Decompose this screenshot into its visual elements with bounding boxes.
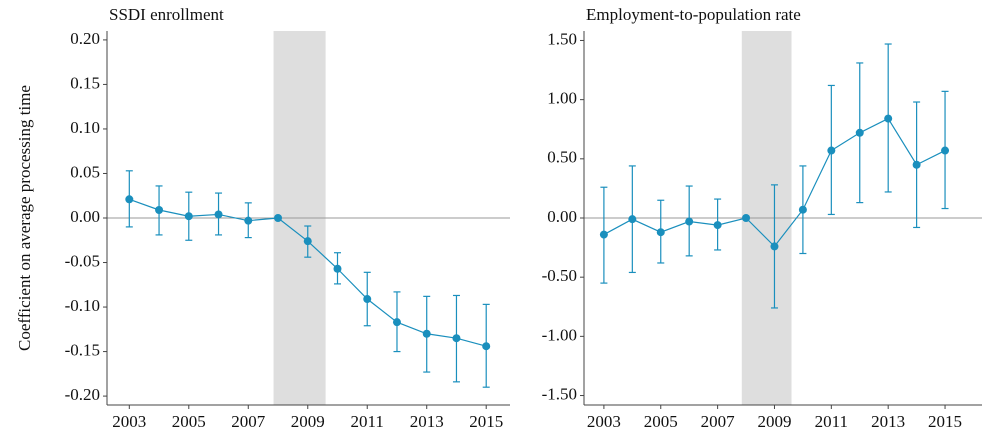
y-tick-label: -0.05 [65,251,100,270]
point [713,221,722,230]
x-tick-label: 2003 [587,412,621,431]
x-tick-label: 2013 [410,412,444,431]
chart-title: Employment-to-population rate [586,5,801,24]
point [333,264,342,273]
x-tick-label: 2007 [231,412,266,431]
point [912,160,921,169]
y-tick-label: -0.15 [65,340,100,359]
point [155,205,164,214]
y-tick-label: -1.00 [542,325,577,344]
point [884,114,893,123]
x-tick-label: 2015 [928,412,962,431]
point [244,216,253,225]
y-tick-label: 0.05 [70,162,100,181]
point [452,334,461,343]
point [941,146,950,155]
point [184,212,193,221]
x-tick-label: 2003 [112,412,146,431]
y-tick-label: 0.15 [70,73,100,92]
x-tick-label: 2011 [815,412,848,431]
x-tick-label: 2011 [351,412,384,431]
point [274,214,283,222]
point [422,329,431,338]
point [392,318,401,327]
y-tick-label: 1.00 [547,89,577,108]
point [827,146,836,155]
x-tick-label: 2009 [291,412,325,431]
y-axis-label: Coefficient on average processing time [15,85,34,351]
y-tick-label: 0.50 [547,148,577,167]
y-tick-label: 0.20 [70,29,100,48]
point [656,228,665,237]
point [742,214,751,222]
point [855,128,864,137]
point [363,295,372,304]
y-tick-label: 0.10 [70,118,100,137]
x-tick-label: 2013 [871,412,905,431]
point [125,195,134,204]
y-tick-label: 1.50 [547,29,577,48]
y-tick-label: -0.10 [65,296,100,315]
point [770,242,779,251]
point [482,342,491,351]
chart-title: SSDI enrollment [109,5,224,24]
y-tick-label: 0.00 [547,207,577,226]
x-tick-label: 2009 [757,412,791,431]
y-tick-label: -0.50 [542,266,577,285]
y-tick-label: 0.00 [70,207,100,226]
y-tick-label: -1.50 [542,384,577,403]
x-tick-label: 2005 [644,412,678,431]
point [798,205,807,214]
y-tick-label: -0.20 [65,385,100,404]
point [303,237,312,246]
point [685,217,694,226]
point [214,210,223,219]
point [599,230,608,239]
point [628,215,637,224]
x-tick-label: 2005 [172,412,206,431]
x-tick-label: 2015 [469,412,503,431]
x-tick-label: 2007 [701,412,736,431]
